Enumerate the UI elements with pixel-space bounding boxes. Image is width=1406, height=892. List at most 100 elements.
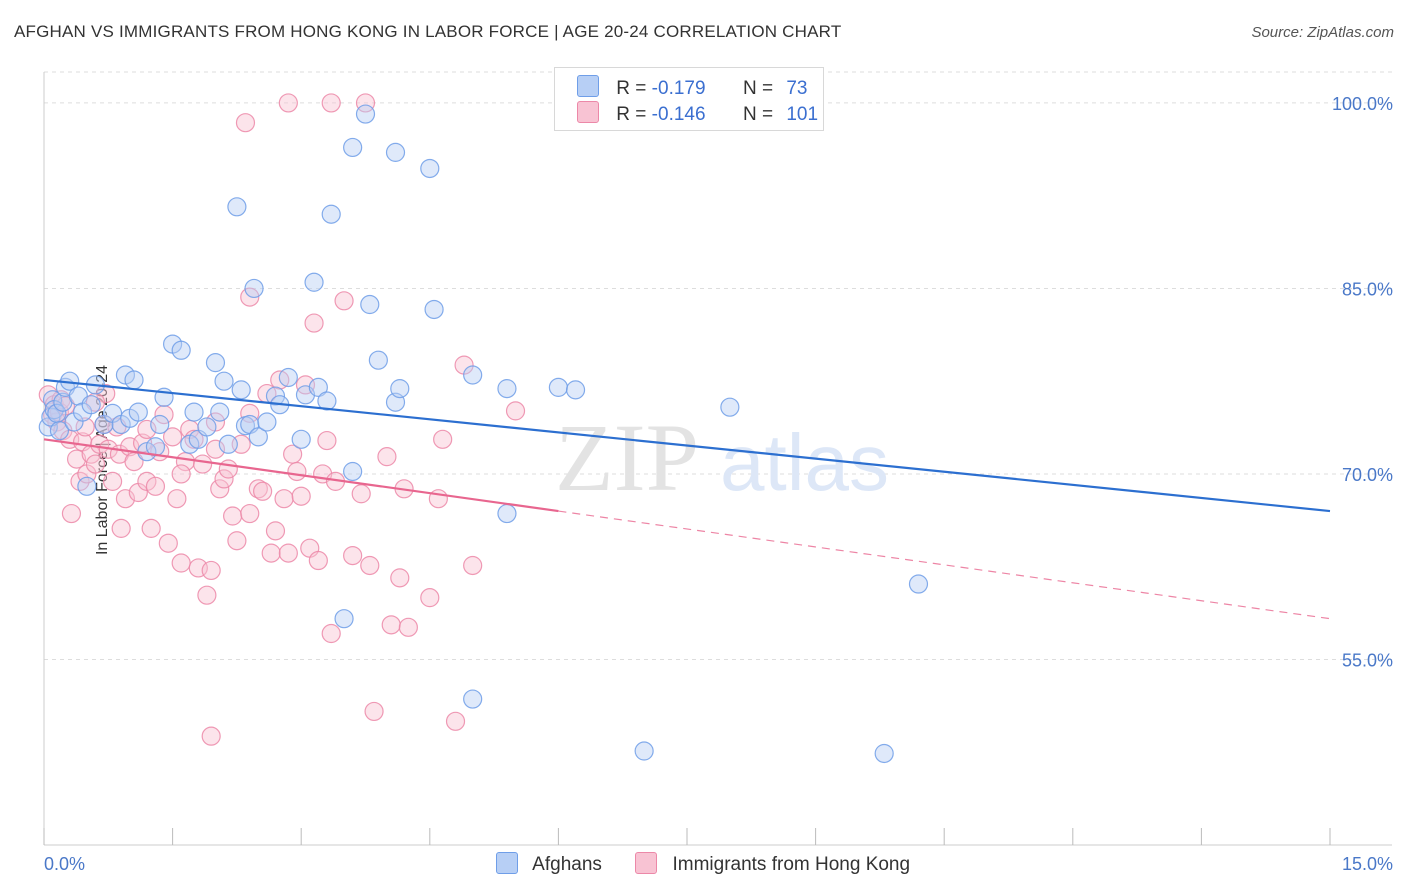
legend-r-label: R =: [616, 104, 647, 125]
hong-kong-point: [278, 93, 298, 113]
hong-kong-point: [240, 403, 260, 423]
afghans-point: [424, 299, 444, 320]
hong-kong-point: [66, 449, 87, 469]
hong-kong-point: [398, 617, 418, 637]
hong-kong-point: [141, 518, 161, 538]
legend-swatch-hong-kong-bottom: [635, 852, 658, 874]
afghans-point: [257, 412, 277, 432]
x-tick-label-min: 0.0%: [44, 854, 85, 874]
afghans-point: [308, 377, 328, 397]
hong-kong-point: [235, 113, 256, 133]
hong-kong-point: [381, 615, 401, 635]
watermark: ZIP atlas: [555, 404, 889, 511]
afghans-point: [231, 380, 251, 400]
afghans-point: [463, 365, 483, 385]
hong-kong-point: [214, 469, 234, 489]
afghans-point: [227, 197, 247, 217]
afghans-point: [565, 380, 586, 400]
legend-row-hong-kong: R = -0.146 N = 101: [577, 101, 818, 127]
legend-r-value-hong-kong: -0.146: [651, 104, 706, 125]
hong-kong-point: [210, 479, 230, 499]
hong-kong-point: [377, 447, 397, 467]
hong-kong-point: [355, 93, 376, 113]
afghans-point: [171, 340, 191, 360]
afghans-point: [291, 429, 311, 449]
hong-kong-point: [261, 543, 281, 563]
hong-kong-point: [102, 471, 123, 491]
hong-kong-point: [61, 503, 82, 524]
legend-swatch-hong-kong: [577, 101, 599, 123]
series-legend: Afghans Immigrants from Hong Kong: [0, 852, 1406, 876]
trend-lines: [43, 378, 1331, 620]
hong-kong-point: [163, 427, 183, 447]
hong-kong-point: [111, 518, 131, 538]
hong-kong-point: [351, 484, 371, 504]
afghans-trend-line: [43, 378, 1331, 513]
afghans-point: [205, 353, 226, 373]
legend-n-value-afghans: 73: [786, 78, 808, 99]
hong-kong-point: [158, 533, 178, 553]
afghans-point: [210, 402, 230, 422]
afghans-point: [874, 743, 894, 764]
tick-labels: 55.0% 70.0% 85.0% 100.0% 0.0% 15.0%: [44, 94, 1393, 874]
afghans-point: [244, 278, 264, 299]
afghans-point: [184, 402, 204, 422]
hong-kong-point: [145, 476, 166, 496]
hong-kong-point: [304, 313, 324, 333]
hong-kong-point: [321, 623, 341, 644]
afghans-point: [124, 370, 144, 390]
afghans-point: [368, 350, 388, 370]
afghans-point: [548, 377, 569, 397]
afghans-point: [360, 294, 380, 315]
afghans-point: [214, 371, 234, 391]
chart-title: AFGHAN VS IMMIGRANTS FROM HONG KONG IN L…: [14, 22, 842, 41]
hong-kong-point: [463, 555, 483, 576]
legend-row-afghans: R = -0.179 N = 73: [577, 75, 807, 101]
hong-kong-point: [171, 553, 191, 573]
axes: [43, 72, 1392, 846]
hong-kong-point: [167, 489, 187, 509]
source-label: Source: ZipAtlas.com: [1251, 24, 1394, 41]
afghans-point: [343, 461, 363, 482]
afghans-point: [49, 421, 70, 441]
afghans-point: [150, 414, 170, 435]
y-tick-label: 85.0%: [1342, 279, 1393, 299]
afghans-point: [908, 574, 929, 594]
hong-kong-point: [154, 404, 174, 425]
hong-kong-point: [287, 461, 307, 482]
hong-kong-point: [505, 401, 526, 421]
afghans-point: [390, 379, 410, 399]
afghans-point: [218, 434, 238, 454]
hong-kong-point: [193, 454, 213, 474]
legend-item-afghans: Afghans: [495, 852, 602, 876]
hong-kong-point: [445, 711, 466, 731]
afghans-point: [634, 741, 654, 761]
hong-kong-point: [240, 287, 260, 307]
hong-kong-point: [253, 481, 273, 501]
hong-kong-point: [420, 588, 440, 608]
afghans-point: [385, 142, 406, 162]
hong-kong-point: [317, 430, 337, 451]
hong-kong-point: [364, 701, 384, 722]
hong-kong-point: [274, 489, 294, 509]
hong-kong-point: [240, 503, 260, 524]
legend-label-afghans: Afghans: [532, 854, 602, 875]
hong-kong-trend-line: [43, 438, 559, 513]
legend-n-label: N =: [742, 104, 774, 125]
hong-kong-point: [390, 568, 410, 588]
hong-kong-point: [201, 560, 221, 581]
afghans-point: [304, 272, 324, 292]
afghans-point: [720, 397, 740, 417]
legend-r-value-afghans: -0.179: [651, 78, 706, 99]
hong-kong-point: [223, 506, 243, 526]
hong-kong-point: [265, 521, 286, 541]
hong-kong-point: [334, 291, 354, 311]
legend-swatch-afghans-bottom: [495, 852, 518, 874]
hong-kong-point: [85, 454, 106, 474]
afghans-point: [321, 204, 341, 224]
afghans-point: [317, 391, 337, 411]
x-tick-label-max: 15.0%: [1342, 854, 1393, 874]
legend-item-hong-kong: Immigrants from Hong Kong: [635, 852, 910, 876]
hong-kong-point: [137, 419, 157, 440]
